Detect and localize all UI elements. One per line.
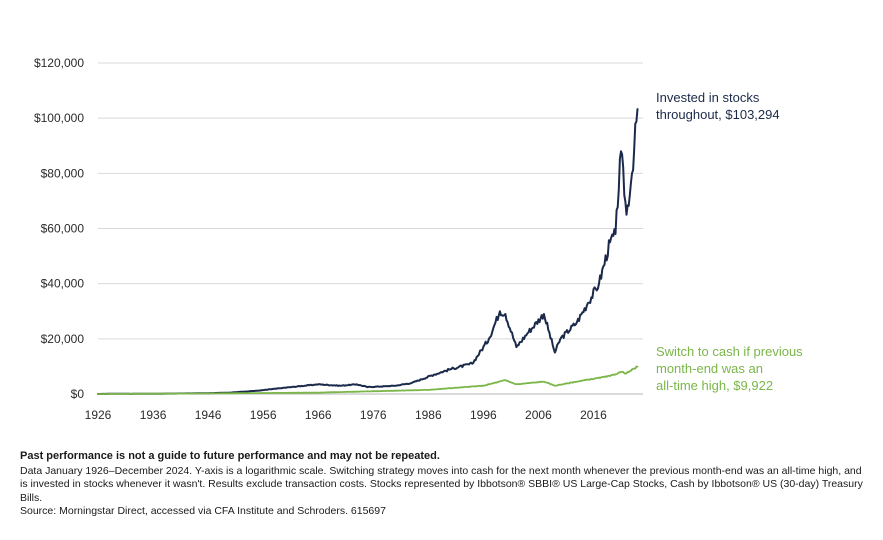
- y-tick-label: $20,000: [41, 332, 85, 346]
- gridlines: [98, 62, 643, 395]
- y-tick-label: $80,000: [41, 166, 85, 180]
- chart-area: $0 $20,000 $40,000 $60,000 $80,000 $100,000 $1…: [34, 56, 803, 422]
- x-tick-label: 2016: [580, 408, 607, 422]
- switch-to-cash-annotation-line: all-time high, $9,922: [656, 378, 773, 393]
- line-chart: $0 $20,000 $40,000 $60,000 $80,000 $100,000 $1…: [34, 56, 803, 422]
- y-tick-label: $60,000: [41, 222, 85, 236]
- x-tick-label: 1976: [360, 408, 387, 422]
- x-tick-label: 1946: [195, 408, 222, 422]
- switch-to-cash-series-line: [97, 365, 639, 395]
- series-annotations: Invested in stocks throughout, $103,294 Sw…: [656, 90, 803, 393]
- switch-to-cash-annotation-line: Switch to cash if previous: [656, 344, 803, 359]
- stocks-annotation-line: Invested in stocks: [656, 90, 760, 105]
- x-tick-label: 1956: [250, 408, 277, 422]
- x-tick-label: 1986: [415, 408, 442, 422]
- y-tick-label: $120,000: [34, 56, 84, 70]
- disclaimer-heading: Past performance is not a guide to futur…: [20, 450, 440, 462]
- x-tick-label: 1926: [85, 408, 112, 422]
- switch-to-cash-annotation-line: month-end was an: [656, 361, 763, 376]
- y-tick-label: $0: [71, 387, 85, 401]
- source-note: Source: Morningstar Direct, accessed via…: [20, 505, 386, 517]
- y-tick-label: $100,000: [34, 111, 84, 125]
- x-axis-ticks: 1926 1936 1946 1956 1966 1976 1986 1996 2006 2016: [85, 408, 607, 422]
- y-axis-ticks: $0 $20,000 $40,000 $60,000 $80,000 $100,000 $1…: [34, 56, 84, 401]
- x-tick-label: 1966: [305, 408, 332, 422]
- x-tick-label: 2006: [525, 408, 552, 422]
- chart-footnotes: Past performance is not a guide to futur…: [20, 450, 865, 519]
- x-tick-label: 1936: [140, 408, 167, 422]
- stocks-annotation-line: throughout, $103,294: [656, 107, 780, 122]
- y-tick-label: $40,000: [41, 277, 85, 291]
- methodology-note: Data January 1926–December 2024. Y-axis …: [20, 464, 863, 504]
- stocks-series-line: [97, 108, 639, 395]
- series-lines: [97, 108, 639, 395]
- x-tick-label: 1996: [470, 408, 497, 422]
